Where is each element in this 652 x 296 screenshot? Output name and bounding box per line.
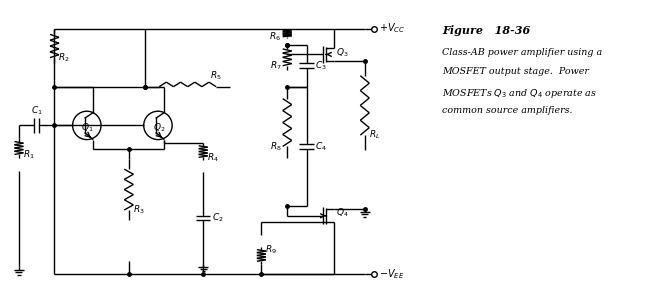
Text: $R_9$: $R_9$: [265, 243, 277, 256]
Text: Class-AB power amplifier using a: Class-AB power amplifier using a: [442, 48, 602, 57]
Text: $Q_4$: $Q_4$: [336, 207, 348, 219]
Text: $R_8$: $R_8$: [270, 140, 282, 153]
Text: $Q_1$: $Q_1$: [82, 121, 94, 133]
Text: common source amplifiers.: common source amplifiers.: [442, 106, 573, 115]
Text: MOSFET output stage.  Power: MOSFET output stage. Power: [442, 67, 589, 76]
Text: $Q_2$: $Q_2$: [153, 121, 165, 133]
Text: $R_6$: $R_6$: [269, 30, 282, 43]
Text: $C_1$: $C_1$: [31, 104, 42, 117]
Text: $R_3$: $R_3$: [133, 204, 145, 216]
Text: $R_5$: $R_5$: [210, 69, 222, 81]
Text: $+V_{CC}$: $+V_{CC}$: [379, 22, 406, 36]
Text: $-V_{EE}$: $-V_{EE}$: [379, 267, 404, 281]
Text: $R_L$: $R_L$: [368, 129, 380, 141]
Text: $C_4$: $C_4$: [315, 140, 327, 153]
Text: $R_7$: $R_7$: [270, 59, 282, 72]
Text: MOSFETs $Q_3$ and $Q_4$ operate as: MOSFETs $Q_3$ and $Q_4$ operate as: [442, 87, 597, 100]
Text: $C_2$: $C_2$: [212, 212, 223, 224]
Text: $R_2$: $R_2$: [59, 52, 70, 64]
Text: $R_1$: $R_1$: [23, 148, 35, 161]
Text: $C_3$: $C_3$: [315, 59, 327, 72]
Text: $R_4$: $R_4$: [207, 151, 219, 164]
Text: $Q_3$: $Q_3$: [336, 46, 348, 59]
Text: Figure   18-36: Figure 18-36: [442, 25, 531, 36]
